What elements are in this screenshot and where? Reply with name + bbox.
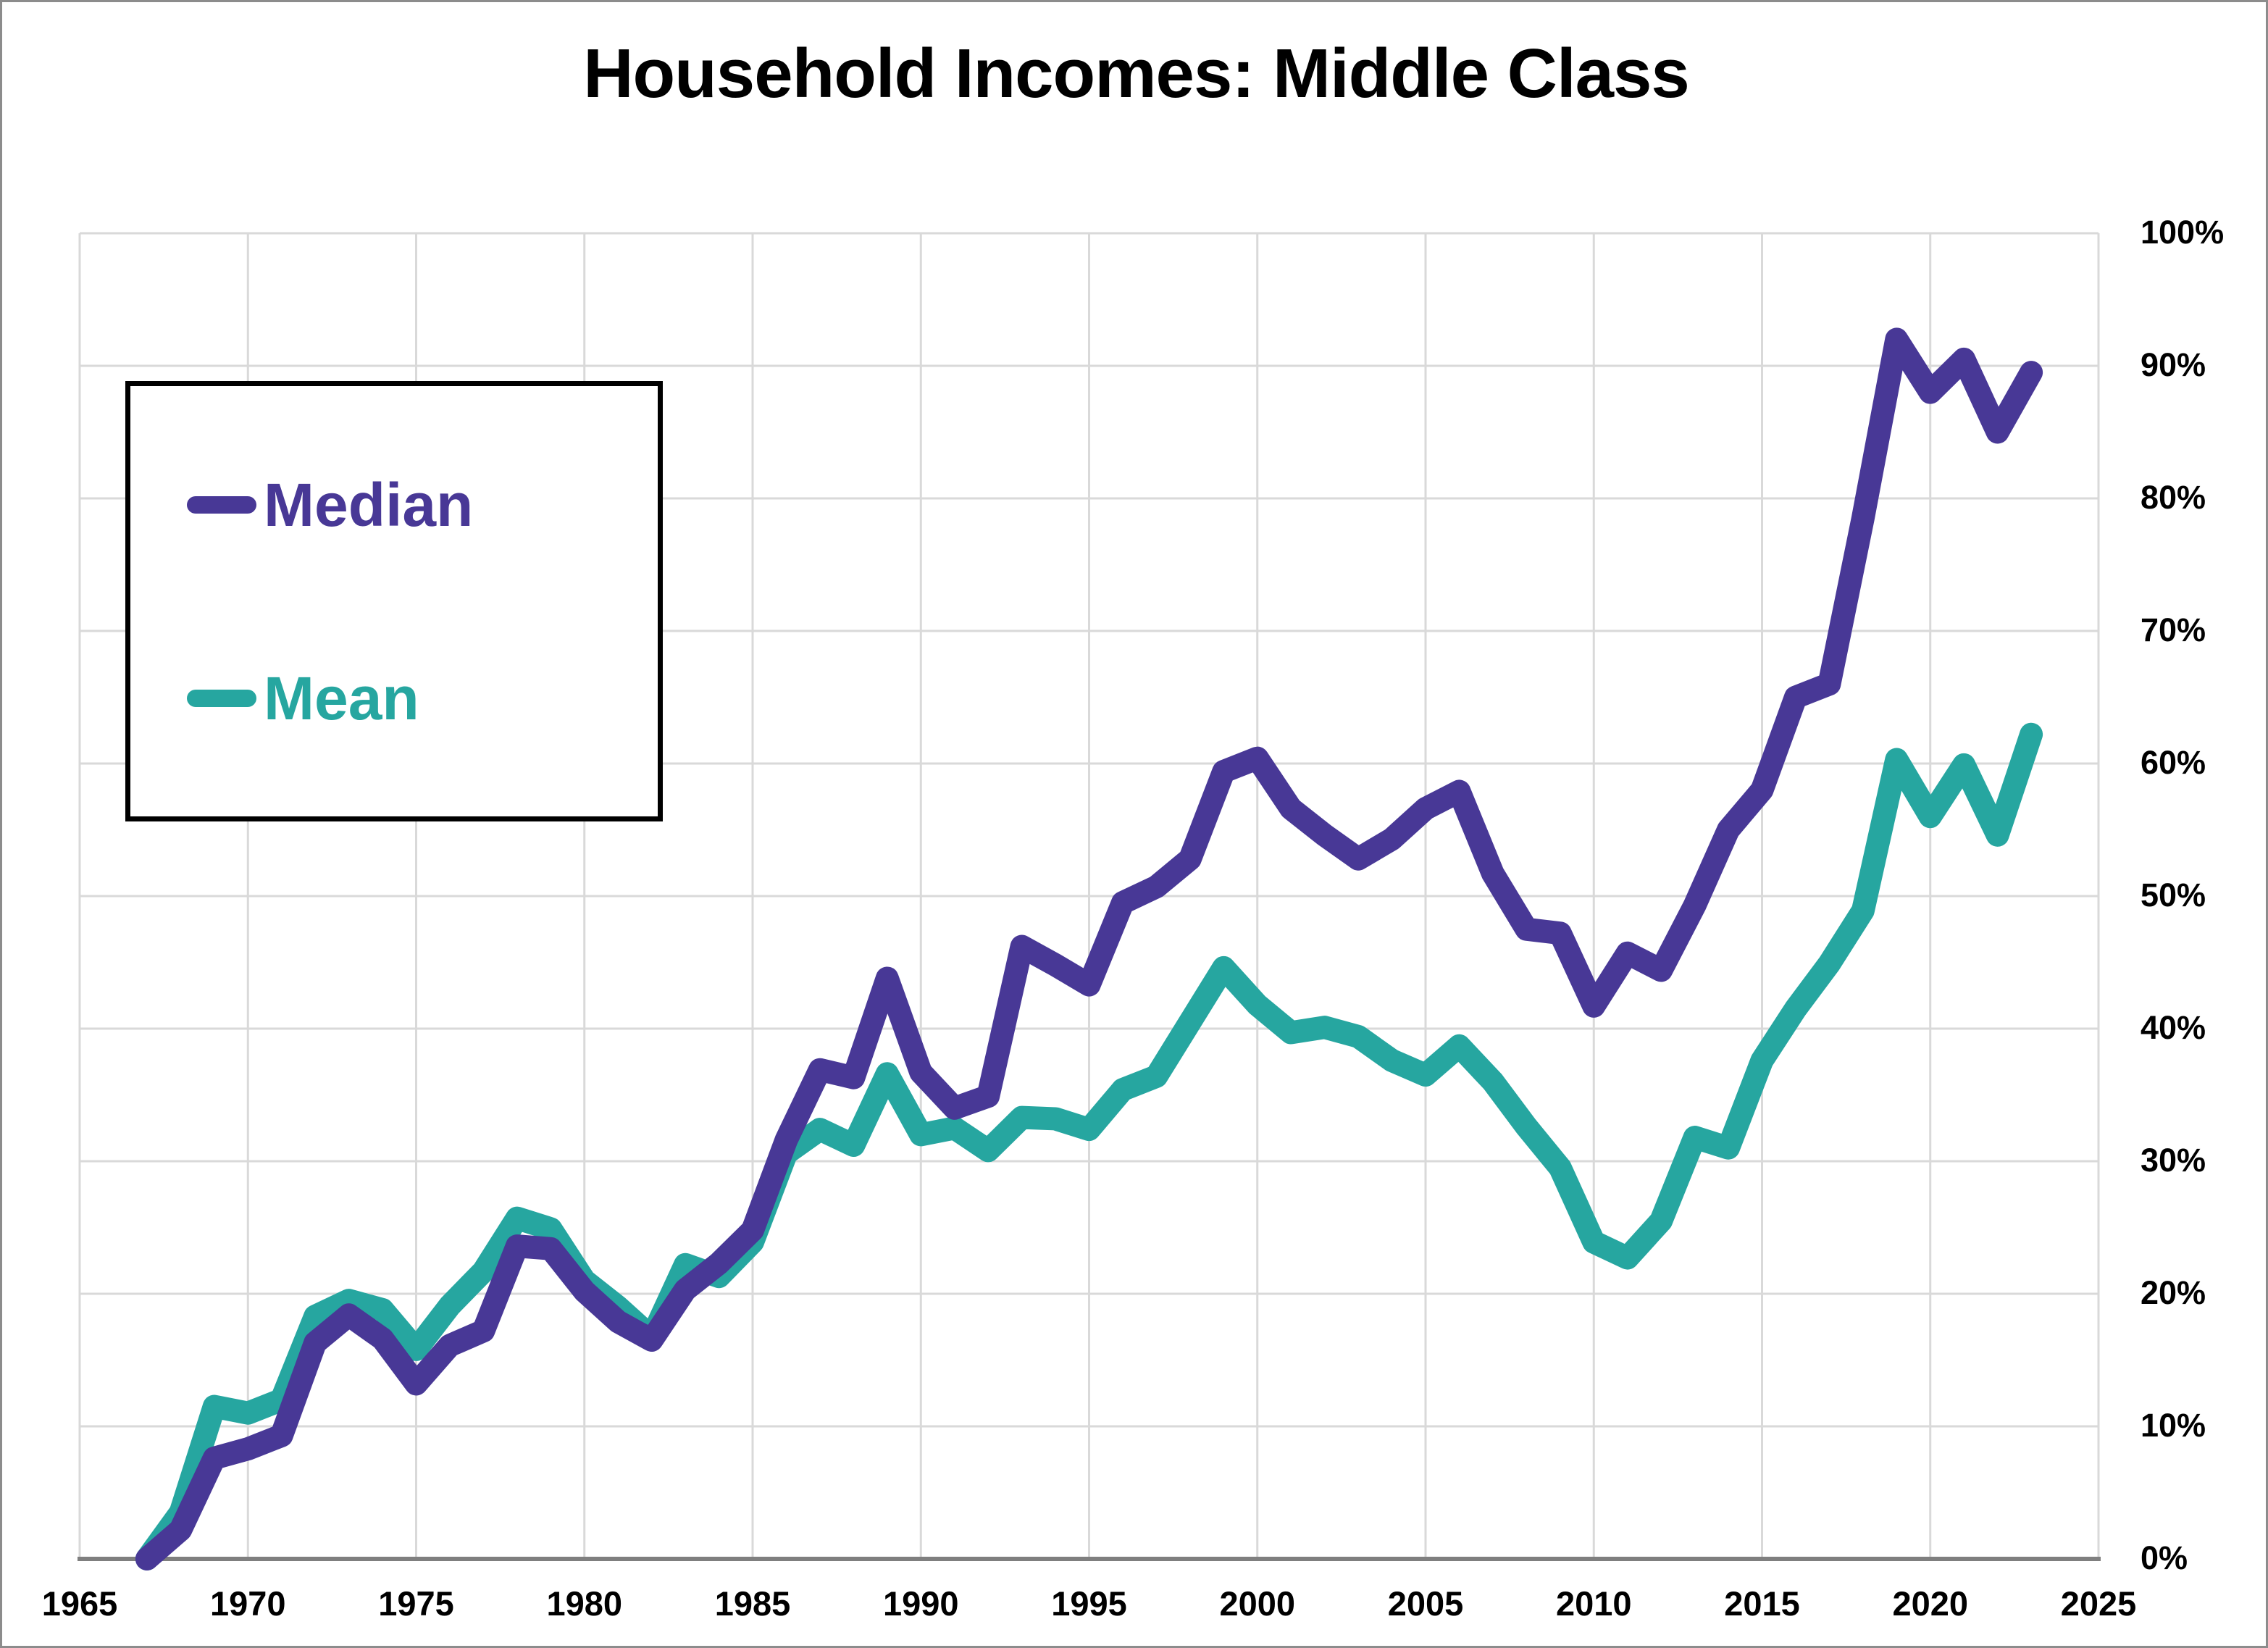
x-tick-label-2025: 2025	[2060, 1584, 2137, 1623]
series-line-mean	[135, 722, 2043, 1570]
x-tick-label-1990: 1990	[882, 1584, 959, 1623]
y-tick-label-30: 30%	[2141, 1142, 2206, 1179]
y-tick-label-0: 0%	[2141, 1539, 2188, 1576]
x-tick-label-1980: 1980	[546, 1584, 623, 1623]
y-tick-label-100: 100%	[2141, 214, 2225, 251]
y-tick-label-50: 50%	[2141, 877, 2206, 913]
x-tick-label-1995: 1995	[1051, 1584, 1127, 1623]
chart-title: Household Incomes: Middle Class	[583, 35, 1690, 112]
legend-label-median: Median	[264, 470, 474, 539]
legend-box: Median Mean	[125, 381, 663, 821]
y-tick-label-40: 40%	[2141, 1009, 2206, 1046]
y-tick-label-10: 10%	[2141, 1407, 2206, 1444]
x-tick-label-1965: 1965	[41, 1584, 118, 1623]
x-tick-label-2020: 2020	[1892, 1584, 1969, 1623]
legend-label-mean: Mean	[264, 664, 419, 732]
x-tick-label-2015: 2015	[1724, 1584, 1800, 1623]
y-tick-label-60: 60%	[2141, 744, 2206, 781]
y-tick-label-80: 80%	[2141, 479, 2206, 516]
legend-item-median: Median	[187, 474, 658, 535]
legend-item-mean: Mean	[187, 668, 658, 729]
x-tick-label-2000: 2000	[1219, 1584, 1296, 1623]
x-tick-label-1970: 1970	[209, 1584, 286, 1623]
y-tick-label-70: 70%	[2141, 611, 2206, 648]
y-tick-label-90: 90%	[2141, 346, 2206, 383]
series-line-median	[135, 327, 2043, 1570]
x-tick-label-1985: 1985	[714, 1584, 791, 1623]
y-tick-label-20: 20%	[2141, 1274, 2206, 1311]
median-line-swatch-icon	[187, 495, 256, 514]
x-tick-label-2005: 2005	[1387, 1584, 1464, 1623]
x-tick-label-2010: 2010	[1555, 1584, 1632, 1623]
x-tick-label-1975: 1975	[378, 1584, 454, 1623]
mean-line-swatch-icon	[187, 689, 256, 707]
